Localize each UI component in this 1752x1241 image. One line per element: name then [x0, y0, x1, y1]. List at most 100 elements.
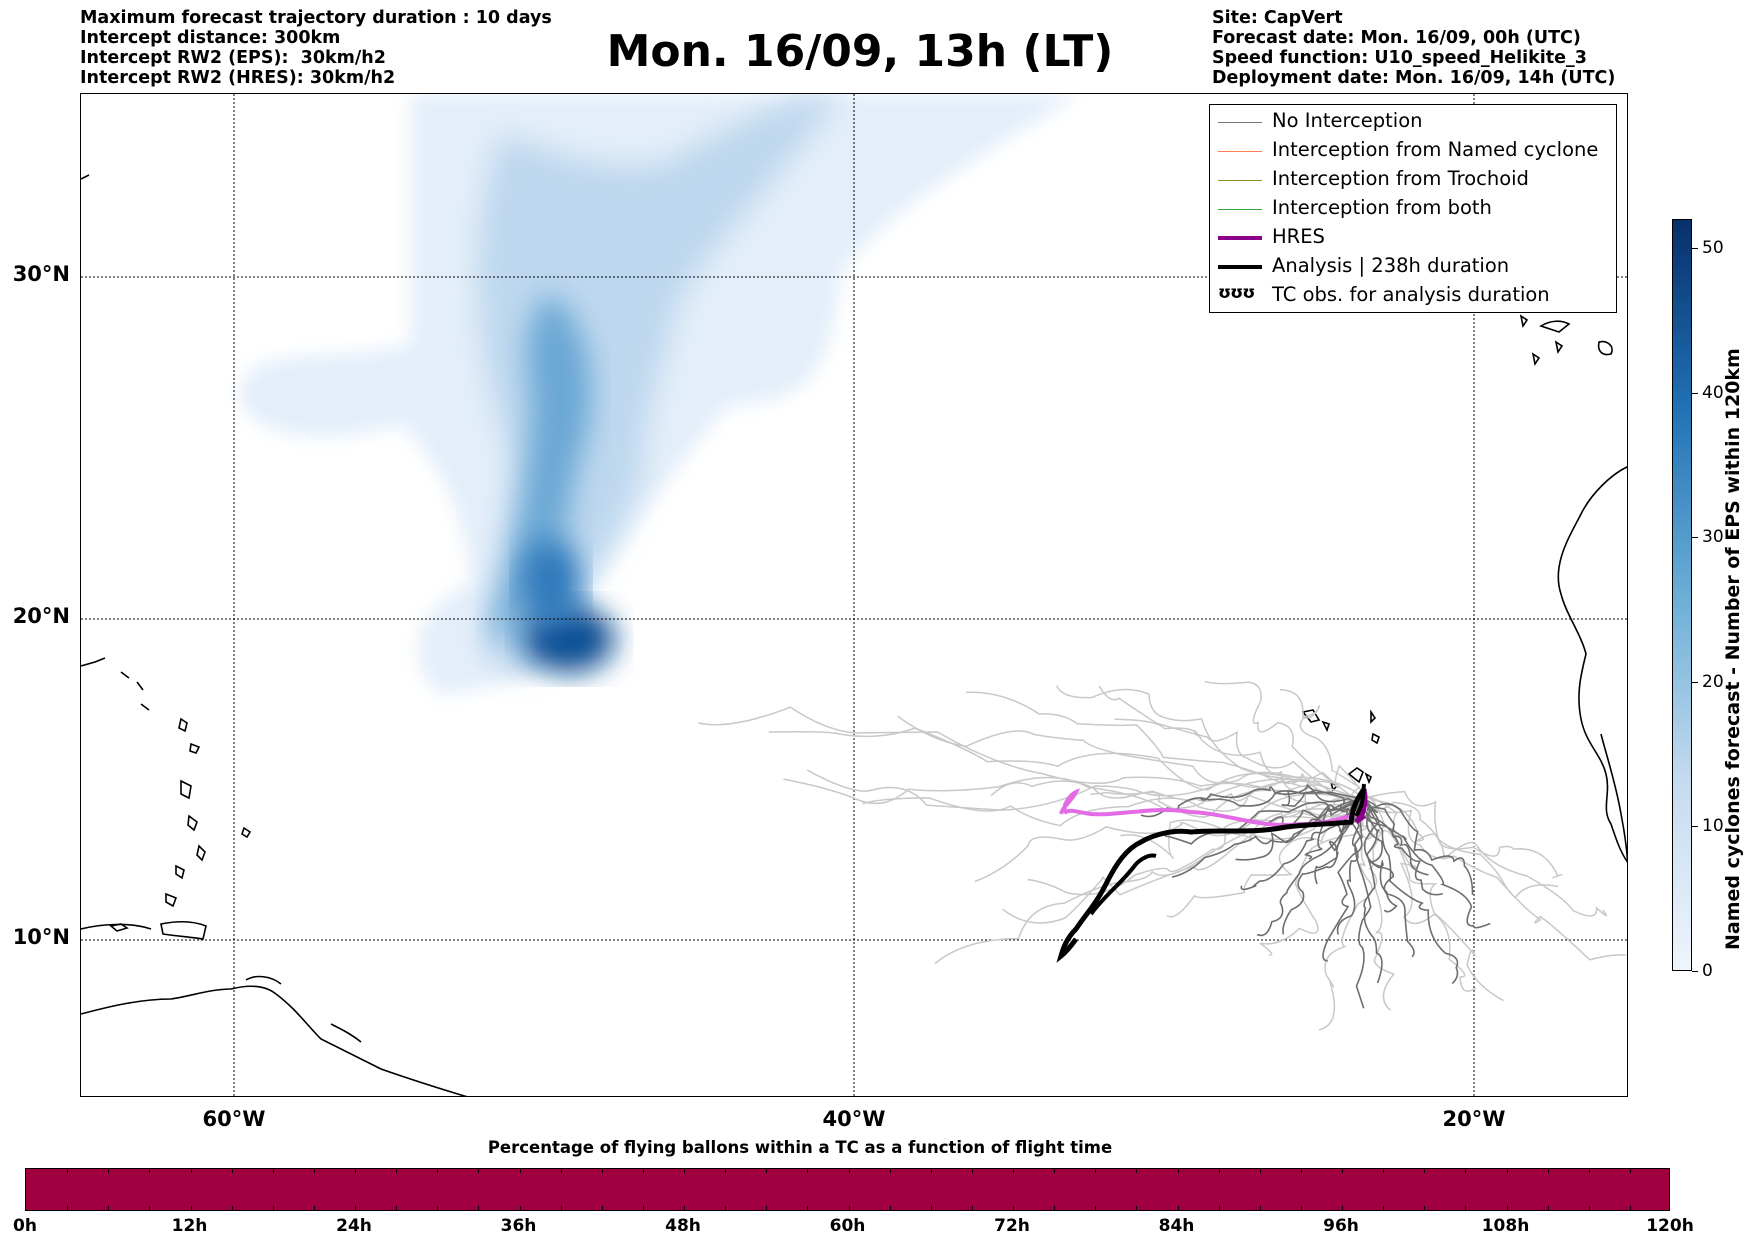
- flight-time-tick-label: 24h: [336, 1216, 372, 1236]
- legend-line-swatch: [1218, 236, 1262, 240]
- legend-item: No Interception: [1210, 107, 1616, 136]
- bar-minor-tick: [437, 1206, 439, 1210]
- bar-minor-tick: [519, 1169, 521, 1173]
- bar-minor-tick: [355, 1206, 356, 1210]
- bar-minor-tick: [1095, 1169, 1097, 1173]
- bar-minor-tick: [807, 1206, 809, 1210]
- lat-label-20n: 20°N: [12, 604, 70, 628]
- bar-minor-tick: [684, 1206, 685, 1210]
- trajectory-line: [1204, 680, 1365, 800]
- bar-minor-tick: [437, 1169, 439, 1173]
- bar-minor-tick: [1054, 1169, 1056, 1173]
- bar-minor-tick: [1547, 1169, 1549, 1173]
- bar-minor-tick: [1588, 1169, 1590, 1173]
- cv-east-1: [1370, 709, 1377, 724]
- lon-label-20w: 20°W: [1442, 1107, 1506, 1131]
- bar-minor-tick: [1095, 1206, 1097, 1210]
- south-america-coast: [81, 985, 468, 1096]
- info-left-line: Intercept distance: 300km: [80, 28, 341, 48]
- colorbar-tick: [1692, 826, 1698, 828]
- colorbar-tick: [1692, 537, 1698, 539]
- bar-minor-tick: [231, 1206, 233, 1210]
- cv-south-2: [1364, 772, 1372, 785]
- analysis-tail: [1089, 853, 1157, 916]
- bar-minor-tick: [848, 1206, 850, 1210]
- legend-label: Interception from Trochoid: [1272, 167, 1529, 190]
- bar-minor-tick: [1013, 1206, 1014, 1210]
- antilles-7: [165, 892, 178, 908]
- bar-minor-tick: [807, 1169, 809, 1173]
- virgin-isles: [81, 657, 150, 711]
- trajectory-line: [1098, 685, 1365, 800]
- canary-5: [1531, 352, 1541, 367]
- flight-time-tick-label: 84h: [1158, 1216, 1195, 1236]
- ne-corner-island: [81, 174, 90, 180]
- bar-minor-tick: [1547, 1206, 1549, 1210]
- trajectory-line: [990, 780, 1365, 818]
- trajectory-line: [1362, 798, 1491, 929]
- bar-minor-tick: [1588, 1206, 1590, 1210]
- info-right-line: Deployment date: Mon. 16/09, 14h (UTC): [1212, 68, 1616, 88]
- legend-line-swatch: [1218, 151, 1262, 152]
- trinidad-coast: [160, 921, 207, 940]
- canary-2: [1597, 340, 1613, 356]
- bar-minor-tick: [1424, 1169, 1426, 1173]
- info-right-block: Site: CapVert Forecast date: Mon. 16/09, …: [1212, 8, 1615, 88]
- legend-line-swatch: [1218, 209, 1262, 210]
- tobago: [109, 923, 129, 932]
- bar-minor-tick: [1054, 1206, 1056, 1210]
- bar-minor-tick: [1300, 1169, 1302, 1173]
- coastlines: [81, 174, 1627, 1096]
- bar-minor-tick: [1506, 1206, 1508, 1210]
- legend-item: Interception from both: [1210, 194, 1616, 223]
- canary-1: [1539, 320, 1571, 333]
- eps-colorbar: [1672, 219, 1692, 971]
- bar-minor-tick: [313, 1169, 315, 1173]
- bar-minor-tick: [272, 1169, 274, 1173]
- flight-time-tick-label: 12h: [171, 1216, 208, 1236]
- legend-line-swatch: [1218, 180, 1262, 181]
- bar-minor-tick: [971, 1206, 973, 1210]
- trajectory-line: [1363, 798, 1429, 876]
- bar-minor-tick: [684, 1169, 685, 1173]
- bar-minor-tick: [971, 1169, 973, 1173]
- page-title: Mon. 16/09, 13h (LT): [606, 26, 1114, 77]
- info-right-line: Site: CapVert: [1212, 8, 1343, 28]
- bar-minor-tick: [190, 1169, 192, 1173]
- bar-minor-tick: [190, 1206, 192, 1210]
- map-legend: No Interception Interception from Named c…: [1209, 104, 1617, 313]
- density-core-2: [521, 539, 581, 629]
- antilles-3: [180, 779, 192, 800]
- trajectory-line: [1363, 798, 1415, 958]
- legend-item: Interception from Named cyclone: [1210, 136, 1616, 165]
- antilles-1: [178, 717, 188, 733]
- bar-minor-tick: [1013, 1169, 1014, 1173]
- colorbar-tick: [1692, 247, 1698, 249]
- trajectory-line: [768, 727, 1365, 800]
- flight-time-tick-label: 60h: [829, 1216, 866, 1236]
- bar-minor-tick: [1629, 1169, 1631, 1173]
- trajectory-line: [806, 769, 1365, 811]
- analysis-track: [1056, 787, 1367, 963]
- bar-minor-tick: [355, 1169, 356, 1173]
- bar-minor-tick: [1259, 1206, 1261, 1210]
- bar-minor-tick: [478, 1206, 480, 1210]
- flight-time-tick-label: 72h: [994, 1216, 1030, 1236]
- colorbar-tick-label: 50: [1702, 237, 1724, 258]
- bar-minor-tick: [67, 1169, 69, 1173]
- bottom-bar-title: Percentage of flying ballons within a TC…: [487, 1138, 1113, 1157]
- bar-minor-tick: [725, 1169, 727, 1173]
- bar-minor-tick: [1383, 1206, 1385, 1210]
- cv-north-1: [1301, 709, 1321, 723]
- legend-label: No Interception: [1272, 109, 1423, 132]
- bar-minor-tick: [1342, 1169, 1343, 1173]
- map-canvas: [81, 94, 1627, 1096]
- flight-time-tick-label: 96h: [1323, 1216, 1359, 1236]
- trajectory-line: [965, 691, 1365, 800]
- antilles-6: [175, 864, 185, 880]
- bar-minor-tick: [1300, 1206, 1302, 1210]
- legend-line-swatch: [1218, 265, 1262, 269]
- bar-minor-tick: [1177, 1206, 1179, 1210]
- trajectory-line: [1363, 798, 1607, 917]
- bar-minor-tick: [1465, 1169, 1467, 1173]
